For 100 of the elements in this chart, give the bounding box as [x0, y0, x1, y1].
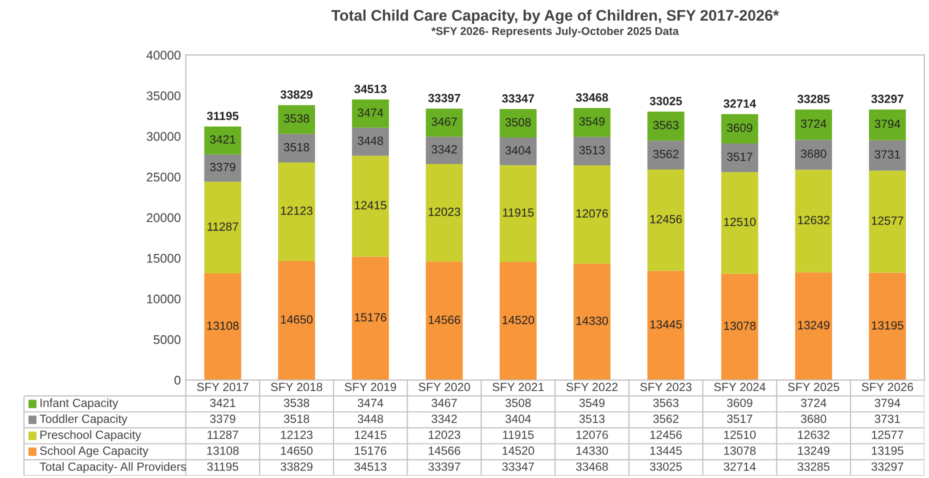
- text: 31195: [207, 462, 238, 471]
- bar: [278, 260, 316, 380]
- x-tick-label: SFY 2017: [197, 382, 248, 392]
- bar: [795, 170, 832, 272]
- bar: [278, 105, 316, 134]
- text: 33025: [650, 462, 682, 471]
- data-label: 3404: [505, 146, 531, 155]
- legend-label: School Age Capacity: [40, 446, 148, 458]
- bar: [204, 126, 242, 154]
- data-label: 13078: [724, 322, 756, 330]
- data-label: 14650: [281, 315, 313, 324]
- text: 3448: [358, 414, 384, 424]
- text: 32714: [724, 462, 756, 471]
- text: 33347: [502, 462, 534, 471]
- text: 3517: [727, 414, 752, 424]
- text: 3794: [874, 398, 900, 408]
- bar: [500, 109, 537, 138]
- text: 3563: [653, 398, 678, 408]
- text: 13078: [724, 446, 756, 455]
- text: 3342: [432, 414, 457, 424]
- text: 3562: [653, 414, 678, 424]
- bar: [795, 110, 832, 140]
- total-label: 32714: [724, 99, 756, 108]
- data-label: 11915: [503, 208, 534, 217]
- text: 14650: [281, 446, 313, 455]
- bar: [278, 134, 316, 162]
- data-label: 12076: [576, 209, 608, 218]
- text: 3538: [284, 398, 310, 408]
- text: 12023: [428, 430, 460, 439]
- text: 3467: [432, 398, 457, 408]
- data-label: 14330: [576, 316, 608, 325]
- data-label: 3609: [727, 124, 752, 132]
- text: 12415: [354, 430, 386, 439]
- bar: [426, 262, 463, 380]
- bar: [204, 273, 242, 380]
- text: 34513: [354, 462, 386, 471]
- text: 33829: [280, 462, 312, 471]
- bar: [500, 138, 537, 166]
- text: 33297: [871, 462, 904, 471]
- text: 11287: [208, 430, 238, 439]
- bar: [204, 154, 242, 182]
- text: 3421: [210, 398, 236, 408]
- data-label: 3421: [210, 135, 236, 144]
- bar: [721, 172, 758, 274]
- data-label: 3342: [432, 145, 457, 154]
- bar: [426, 164, 463, 262]
- legend-label: Toddler Capacity: [40, 414, 128, 426]
- bar: [868, 140, 906, 171]
- x-tick-label: SFY 2023: [640, 382, 692, 392]
- text: 3474: [358, 398, 384, 408]
- x-tick-label: SFY 2019: [344, 382, 396, 392]
- bar: [868, 170, 906, 273]
- data-label: 3517: [727, 152, 752, 161]
- bar: [647, 140, 684, 170]
- y-tick-label: 20000: [146, 213, 180, 222]
- data-label: 3513: [579, 146, 605, 154]
- data-label: 3731: [874, 150, 900, 159]
- text: 3724: [800, 398, 826, 408]
- data-label: 12456: [650, 214, 682, 224]
- total-label: 34513: [354, 84, 386, 94]
- data-label: 3680: [800, 150, 826, 158]
- data-label: 12577: [872, 216, 904, 225]
- total-label: 33829: [280, 90, 313, 99]
- text: 12577: [872, 430, 904, 439]
- y-tick-label: 25000: [146, 172, 180, 182]
- text: 12510: [724, 430, 756, 439]
- data-label: 3538: [284, 114, 310, 123]
- x-tick-label: SFY 2021: [492, 382, 544, 392]
- bar: [278, 162, 316, 261]
- text: 13445: [650, 446, 682, 455]
- data-label: 3563: [653, 120, 678, 130]
- total-label: 33297: [871, 94, 904, 104]
- y-tick-label: 35000: [146, 91, 180, 100]
- data-label: 12123: [281, 206, 312, 215]
- data-label: 13195: [872, 321, 904, 330]
- text: Total Capacity- All Providers: [40, 462, 186, 474]
- data-label: 3724: [800, 119, 826, 128]
- data-label: 13108: [207, 322, 239, 330]
- data-label: 3794: [874, 120, 900, 128]
- data-label: 3379: [210, 162, 236, 172]
- chart-subtitle: *SFY 2026- Represents July-October 2025 Data: [431, 26, 679, 38]
- x-tick-label: SFY 2022: [566, 382, 618, 392]
- text: 15176: [354, 446, 386, 455]
- text: 3513: [579, 414, 605, 424]
- text: 13195: [872, 446, 904, 455]
- data-label: 3518: [284, 142, 310, 152]
- bar: [868, 272, 906, 380]
- data-label: 3467: [432, 118, 457, 126]
- text: 33397: [428, 462, 460, 471]
- bar: [574, 136, 610, 166]
- data-label: 14520: [502, 316, 534, 324]
- text: 14330: [576, 446, 608, 455]
- text: 12632: [798, 430, 830, 439]
- data-label: 14566: [428, 316, 460, 324]
- bar: [426, 136, 463, 164]
- bar: [574, 264, 610, 380]
- total-label: 33025: [650, 96, 682, 106]
- y-tick-label: 40000: [146, 50, 180, 60]
- x-tick-label: SFY 2026: [862, 382, 914, 392]
- data-label: 3562: [653, 150, 678, 158]
